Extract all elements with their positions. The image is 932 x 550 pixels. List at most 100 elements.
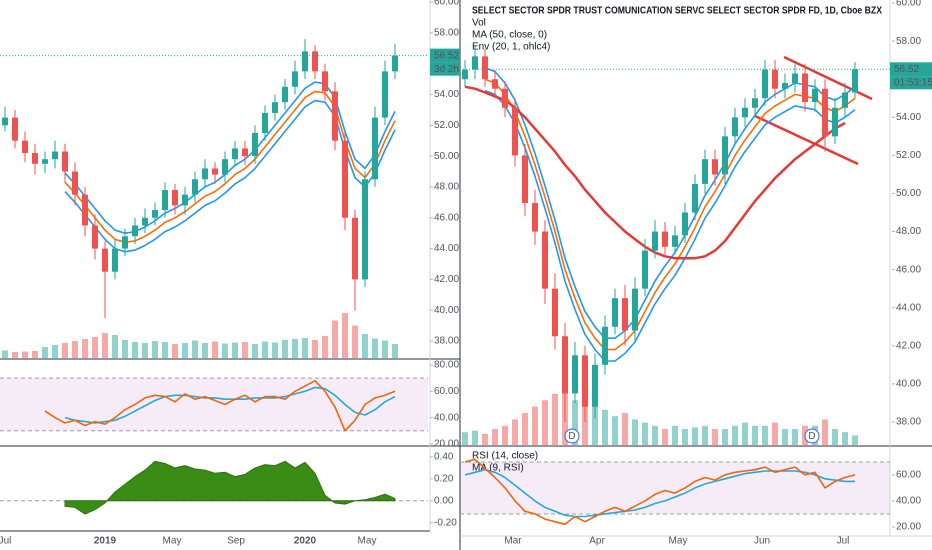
candle-body xyxy=(202,168,208,180)
y-tick-label: 40.00 xyxy=(434,305,459,316)
volume-bar xyxy=(612,416,618,445)
volume-bar xyxy=(772,422,778,445)
candle-body xyxy=(622,298,628,331)
volume-bar xyxy=(372,338,378,358)
candle-body xyxy=(822,88,828,137)
volume-bar xyxy=(22,351,28,358)
indicator-line xyxy=(64,386,396,424)
x-tick-label: Jun xyxy=(754,536,770,547)
volume-bar xyxy=(112,335,118,358)
candle-body xyxy=(802,73,808,103)
candle-body xyxy=(192,179,198,195)
volume-bar xyxy=(242,342,248,358)
price-box xyxy=(890,62,932,77)
candle-body xyxy=(722,136,728,175)
volume-bar xyxy=(182,343,188,358)
candle-body xyxy=(62,151,68,172)
volume-bar xyxy=(672,425,678,445)
candle-body xyxy=(342,140,348,218)
candle-body xyxy=(692,183,698,213)
volume-bar xyxy=(782,429,788,445)
volume-bar xyxy=(52,345,58,358)
candle-body xyxy=(582,355,588,407)
volume-bar xyxy=(712,429,718,445)
y-tick-label: 48.00 xyxy=(896,226,921,237)
candle-body xyxy=(222,159,228,175)
x-tick-label: Sep xyxy=(227,536,245,547)
volume-bar xyxy=(742,422,748,445)
dividend-label: D xyxy=(568,431,575,442)
candle-body xyxy=(362,179,368,280)
candle-body xyxy=(502,88,508,108)
volume-bar xyxy=(392,344,398,358)
candle-body xyxy=(642,250,648,289)
volume-bar xyxy=(462,432,468,445)
volume-bar xyxy=(132,342,138,358)
dividend-marker xyxy=(804,428,820,444)
volume-bar xyxy=(332,320,338,358)
candle-body xyxy=(42,159,48,164)
x-tick-label: May xyxy=(358,536,377,547)
candle-body xyxy=(282,86,288,103)
volume-bar xyxy=(552,393,558,445)
candle-body xyxy=(492,79,498,89)
candle-body xyxy=(602,326,608,365)
y-tick-label: 0.00 xyxy=(434,495,454,506)
volume-bar xyxy=(82,339,88,358)
candle-body xyxy=(322,71,328,92)
volume-bar xyxy=(92,337,98,358)
candle-body xyxy=(382,71,388,118)
candle-body xyxy=(782,83,788,89)
volume-bar xyxy=(152,341,158,358)
candle-body xyxy=(112,248,118,272)
candle-body xyxy=(462,69,468,80)
y-tick-label: 48.00 xyxy=(434,182,459,193)
candle-body xyxy=(392,55,398,72)
volume-bar xyxy=(602,409,608,445)
y-tick-label: 58.00 xyxy=(896,36,921,47)
candle-body xyxy=(172,190,178,206)
volume-bar xyxy=(472,430,478,445)
y-tick-label: 20.00 xyxy=(896,522,921,533)
candle-body xyxy=(652,231,658,251)
y-tick-label: 0.40 xyxy=(434,452,454,463)
indicator-line xyxy=(64,81,396,234)
candle-body xyxy=(372,117,378,180)
volume-bar xyxy=(302,338,308,358)
volume-bar xyxy=(342,313,348,358)
indicator-line xyxy=(464,458,856,526)
y-tick-label: 44.00 xyxy=(896,302,921,313)
y-tick-label: 80.00 xyxy=(434,360,459,371)
y-tick-label: 0.20 xyxy=(434,473,454,484)
y-tick-label: 38.00 xyxy=(434,336,459,347)
volume-bar xyxy=(172,344,178,358)
volume-bar xyxy=(122,340,128,358)
volume-bar xyxy=(382,340,388,358)
y-tick-label: 44.00 xyxy=(434,243,459,254)
volume-bar xyxy=(752,425,758,445)
y-tick-label: 50.00 xyxy=(434,151,459,162)
countdown-box xyxy=(890,76,932,90)
candle-body xyxy=(612,298,618,327)
candle-body xyxy=(742,107,748,118)
volume-bar xyxy=(202,343,208,358)
volume-bar xyxy=(162,342,168,358)
volume-bar xyxy=(352,325,358,358)
dividend-label: D xyxy=(808,431,815,442)
candle-body xyxy=(662,231,668,247)
y-tick-label: 50.00 xyxy=(896,188,921,199)
volume-bar xyxy=(762,425,768,445)
legend-entry: MA (50, close, 0) xyxy=(472,30,547,41)
candle-body xyxy=(272,102,278,113)
volume-bar xyxy=(522,413,528,445)
price-box xyxy=(430,48,460,63)
volume-bar xyxy=(232,342,238,358)
y-tick-label: 42.00 xyxy=(434,274,459,285)
volume-bar xyxy=(732,425,738,445)
indicator-line xyxy=(64,99,396,253)
y-tick-label: 52.00 xyxy=(896,150,921,161)
legend-entry: RSI (14, close) xyxy=(472,451,538,462)
y-tick-label: 58.00 xyxy=(434,27,459,38)
candle-body xyxy=(542,231,548,289)
candle-body xyxy=(212,168,218,175)
